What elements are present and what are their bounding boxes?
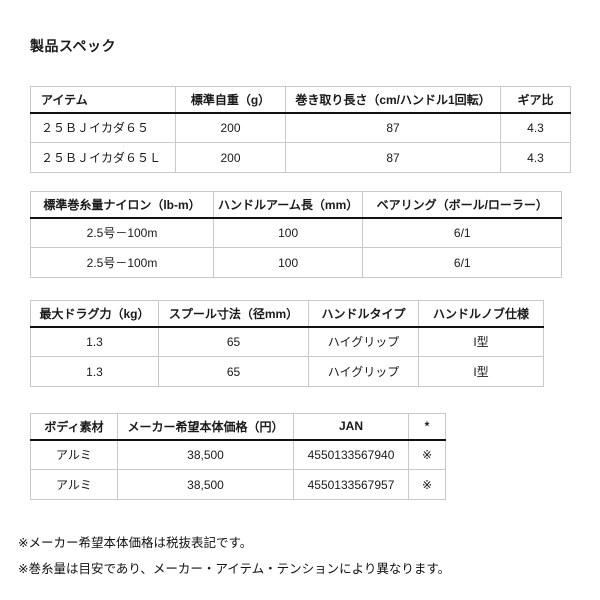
column-header: ギア比 [500, 86, 571, 114]
table-cell: 87 [285, 142, 501, 173]
table-row: 2.5号－100m 100 6/1 [30, 247, 563, 278]
table-cell: 200 [175, 142, 286, 173]
column-header: アイテム [30, 86, 176, 114]
table-cell: I型 [418, 356, 544, 387]
column-header: ベアリング（ボール/ローラー） [362, 191, 563, 219]
page-title: 製品スペック [30, 38, 117, 54]
table-cell: 38,500 [117, 439, 294, 470]
footnote-price-tax: ※メーカー希望本体価格は税抜表記です。 [18, 536, 253, 550]
header-row: ボディ素材 メーカー希望本体価格（円） JAN * [30, 413, 446, 441]
footnote-line-capacity: ※巻糸量は目安であり、メーカー・アイテム・テンションにより異なります。 [18, 562, 451, 576]
table-row: ２５ＢＪイカダ６５ 200 87 4.3 [30, 112, 571, 143]
table-cell: 200 [175, 112, 286, 143]
header-row: 最大ドラグ力（kg） スプール寸法（径mm） ハンドルタイプ ハンドルノブ仕様 [30, 300, 544, 328]
table-cell: 65 [158, 356, 309, 387]
column-header: 標準巻糸量ナイロン（lb-m） [30, 191, 214, 219]
column-header: * [408, 413, 446, 441]
table-cell: ※ [408, 439, 446, 470]
table-row: 1.3 65 ハイグリップ I型 [30, 326, 544, 357]
table-cell: 1.3 [30, 356, 159, 387]
table-cell: 87 [285, 112, 501, 143]
table-cell: 100 [212, 247, 364, 278]
drag-spool-table: 最大ドラグ力（kg） スプール寸法（径mm） ハンドルタイプ ハンドルノブ仕様 1.3 6… [30, 300, 544, 387]
line-capacity-table: 標準巻糸量ナイロン（lb-m） ハンドルアーム長（mm） ベアリング（ボール/ローラ… [30, 191, 563, 278]
table-cell: 100 [212, 217, 364, 248]
table-cell: 2.5号－100m [30, 217, 214, 248]
table-cell: I型 [418, 326, 544, 357]
item-spec-table: アイテム 標準自重（g） 巻き取り長さ（cm/ハンドル1回転） ギア比 ２５ＢＪイカダ６… [30, 86, 571, 173]
table-cell: 1.3 [30, 326, 159, 357]
table-cell: 65 [158, 326, 309, 357]
table-cell: 6/1 [362, 217, 563, 248]
table-row: 2.5号－100m 100 6/1 [30, 217, 563, 248]
header-row: アイテム 標準自重（g） 巻き取り長さ（cm/ハンドル1回転） ギア比 [30, 86, 571, 114]
table-cell: 4.3 [500, 112, 571, 143]
table-cell: アルミ [30, 469, 118, 500]
table-cell: ※ [408, 469, 446, 500]
table-cell: 2.5号－100m [30, 247, 214, 278]
table-row: ２５ＢＪイカダ６５Ｌ 200 87 4.3 [30, 142, 571, 173]
table-row: 1.3 65 ハイグリップ I型 [30, 356, 544, 387]
table-cell: ２５ＢＪイカダ６５ [30, 112, 176, 143]
table-cell: ハイグリップ [308, 356, 419, 387]
column-header: ボディ素材 [30, 413, 118, 441]
table-cell: 6/1 [362, 247, 563, 278]
table-cell: 4550133567940 [293, 439, 409, 470]
table-cell: アルミ [30, 439, 118, 470]
body-price-table: ボディ素材 メーカー希望本体価格（円） JAN * アルミ 38,500 455013356… [30, 413, 446, 500]
column-header: ハンドルアーム長（mm） [212, 191, 364, 219]
table-cell: ２５ＢＪイカダ６５Ｌ [30, 142, 176, 173]
column-header: ハンドルタイプ [308, 300, 419, 328]
column-header: 最大ドラグ力（kg） [30, 300, 159, 328]
column-header: ハンドルノブ仕様 [418, 300, 544, 328]
footnotes: ※メーカー希望本体価格は税抜表記です。 ※巻糸量は目安であり、メーカー・アイテム… [18, 530, 600, 582]
column-header: JAN [293, 413, 409, 441]
table-row: アルミ 38,500 4550133567957 ※ [30, 469, 446, 500]
column-header: メーカー希望本体価格（円） [117, 413, 294, 441]
column-header: スプール寸法（径mm） [158, 300, 309, 328]
table-cell: 4.3 [500, 142, 571, 173]
header-row: 標準巻糸量ナイロン（lb-m） ハンドルアーム長（mm） ベアリング（ボール/ローラ… [30, 191, 563, 219]
table-cell: 4550133567957 [293, 469, 409, 500]
table-cell: ハイグリップ [308, 326, 419, 357]
column-header: 巻き取り長さ（cm/ハンドル1回転） [285, 86, 501, 114]
column-header: 標準自重（g） [175, 86, 286, 114]
table-row: アルミ 38,500 4550133567940 ※ [30, 439, 446, 470]
table-cell: 38,500 [117, 469, 294, 500]
